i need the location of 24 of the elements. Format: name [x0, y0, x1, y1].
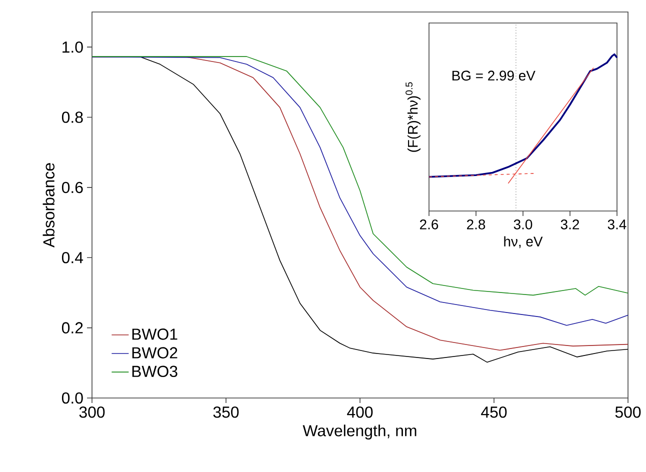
y-tick-label: 0.0 [62, 392, 83, 404]
x-tick-label: 300 [79, 406, 105, 418]
y-tick-label: 0.4 [62, 252, 84, 264]
annotation: BG = 2.99 eV [452, 70, 536, 81]
x-tick-label: 3.2 [560, 219, 579, 230]
x-tick-label: 3.0 [514, 219, 532, 230]
legend-label: BWO2 [132, 347, 178, 358]
x-tick-label: 350 [213, 406, 239, 418]
x-tick-label: 2.8 [467, 219, 486, 230]
y-tick-label: 0.6 [62, 182, 83, 194]
x-tick-label: 400 [347, 406, 373, 418]
y-axis-title: Absorbance [42, 163, 54, 248]
x-axis-title: hν, eV [504, 236, 543, 248]
legend-label: BWO1 [132, 328, 178, 340]
x-tick-label: 3.4 [608, 219, 626, 230]
x-tick-label: 2.6 [420, 219, 438, 230]
y-tick-label: 0.2 [62, 322, 83, 334]
x-tick-label: 450 [481, 406, 507, 418]
legend-label: BWO3 [132, 366, 178, 378]
x-tick-label: 500 [615, 406, 641, 418]
y-axis-title: (F(R)*hν)$^{0.5}$ [406, 82, 421, 152]
y-tick-label: 1.0 [62, 41, 83, 53]
y-tick-label: 0.8 [62, 112, 83, 123]
x-axis-title: Wavelength, nm [302, 424, 416, 440]
